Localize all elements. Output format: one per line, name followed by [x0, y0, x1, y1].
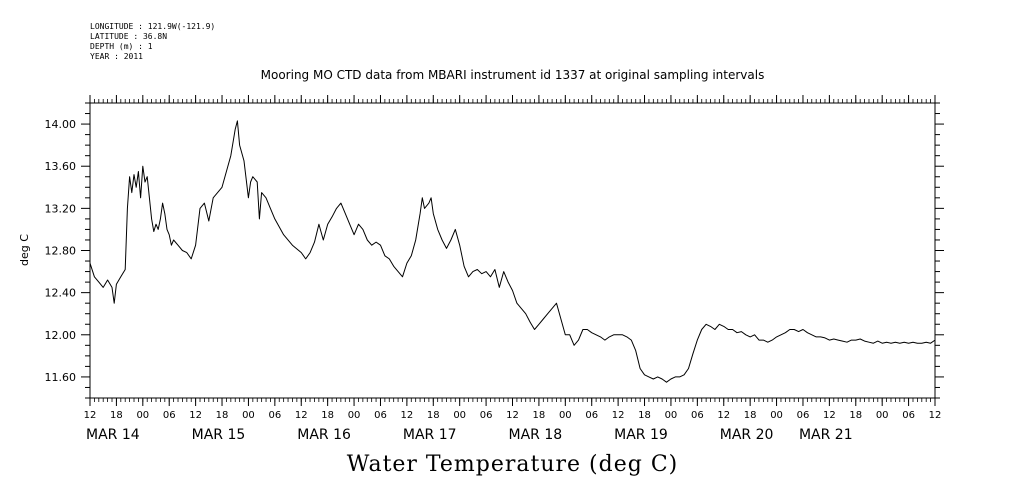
x-tick-label: 18	[638, 410, 651, 421]
x-tick-label: 06	[480, 410, 493, 421]
x-date-label: MAR 19	[614, 427, 668, 443]
x-tick-label: 12	[506, 410, 519, 421]
x-tick-label: 12	[717, 410, 730, 421]
x-date-label: MAR 20	[720, 427, 774, 443]
y-tick-label: 14.00	[45, 118, 77, 131]
y-tick-label: 13.20	[45, 202, 77, 215]
x-tick-label: 06	[902, 410, 915, 421]
x-tick-label: 12	[189, 410, 202, 421]
x-tick-label: 18	[849, 410, 862, 421]
y-tick-label: 12.00	[45, 329, 77, 342]
x-tick-label: 06	[163, 410, 176, 421]
x-tick-label: 18	[427, 410, 440, 421]
x-tick-label: 12	[401, 410, 414, 421]
x-tick-label: 06	[797, 410, 810, 421]
x-tick-label: 06	[374, 410, 387, 421]
metadata-block: LONGITUDE : 121.9W(-121.9) LATITUDE : 36…	[90, 22, 215, 62]
x-tick-label: 00	[770, 410, 783, 421]
x-tick-label: 18	[216, 410, 229, 421]
x-tick-label: 00	[559, 410, 572, 421]
x-tick-label: 12	[84, 410, 97, 421]
water-temperature-line	[89, 120, 936, 383]
x-tick-label: 06	[691, 410, 704, 421]
x-date-label: MAR 17	[403, 427, 457, 443]
x-tick-label: 00	[453, 410, 466, 421]
x-axis-title: Water Temperature (deg C)	[346, 452, 679, 477]
y-tick-label: 11.60	[45, 371, 77, 384]
x-tick-label: 00	[242, 410, 255, 421]
x-date-label: MAR 21	[799, 427, 853, 443]
x-tick-label: 12	[929, 410, 942, 421]
meta-depth: DEPTH (m) : 1	[90, 42, 153, 51]
x-tick-label: 18	[321, 410, 334, 421]
x-tick-label: 12	[612, 410, 625, 421]
meta-latitude: LATITUDE : 36.8N	[90, 32, 168, 41]
x-date-label: MAR 15	[192, 427, 246, 443]
y-tick-label: 12.80	[45, 245, 77, 258]
x-tick-label: 12	[295, 410, 308, 421]
x-date-label: MAR 14	[86, 427, 140, 443]
x-tick-label: 18	[533, 410, 546, 421]
meta-year: YEAR : 2011	[90, 52, 143, 61]
meta-longitude: LONGITUDE : 121.9W(-121.9)	[90, 22, 216, 31]
x-tick-label: 00	[348, 410, 361, 421]
x-date-label: MAR 16	[297, 427, 351, 443]
chart-title: Mooring MO CTD data from MBARI instrumen…	[260, 68, 765, 82]
x-tick-label: 00	[876, 410, 889, 421]
x-date-label: MAR 18	[509, 427, 563, 443]
x-tick-label: 06	[585, 410, 598, 421]
x-tick-label: 18	[744, 410, 757, 421]
x-tick-label: 06	[268, 410, 281, 421]
x-tick-label: 00	[136, 410, 149, 421]
y-tick-label: 13.60	[45, 160, 77, 173]
y-tick-label: 12.40	[45, 287, 77, 300]
plot-frame	[89, 102, 936, 399]
x-tick-label: 18	[110, 410, 123, 421]
x-tick-label: 00	[665, 410, 678, 421]
x-tick-label: 12	[823, 410, 836, 421]
